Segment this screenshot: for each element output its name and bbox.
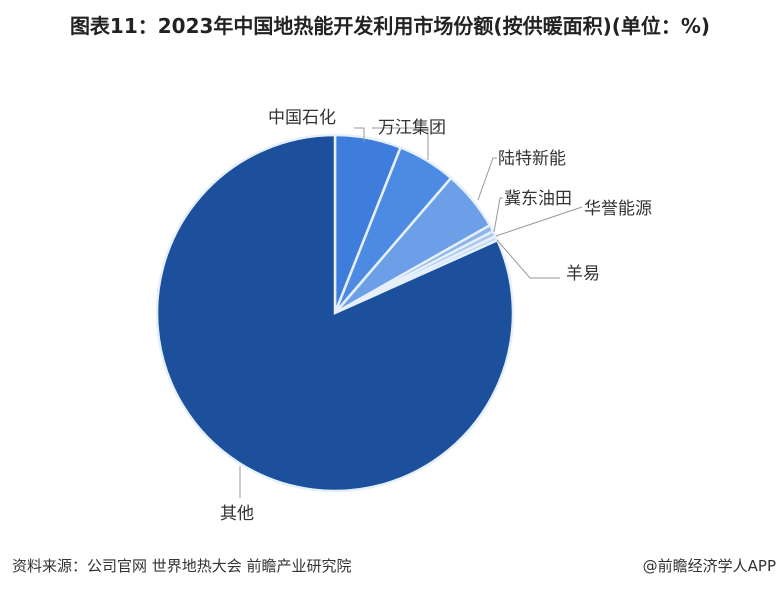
chart-title: 图表11：2023年中国地热能开发利用市场份额(按供暖面积)(单位：%) — [69, 14, 711, 38]
leader-line — [354, 127, 365, 142]
slice-label: 万江集团 — [378, 118, 446, 138]
pie-slice-其他 — [155, 133, 515, 493]
brand-credit: @前瞻经济学人APP — [642, 557, 776, 575]
leader-line — [372, 127, 429, 160]
slice-label: 其他 — [220, 504, 254, 524]
leader-line — [495, 206, 583, 237]
source-note: 资料来源：公司官网 世界地热大会 前瞻产业研究院 — [12, 557, 352, 575]
leader-line — [496, 239, 560, 279]
slice-label: 冀东油田 — [504, 189, 572, 209]
leader-line — [493, 197, 503, 233]
slice-label: 中国石化 — [268, 108, 336, 128]
leader-line — [477, 157, 497, 201]
slice-label: 陆特新能 — [498, 149, 566, 169]
slice-label: 华誉能源 — [584, 199, 652, 219]
slice-label: 羊易 — [566, 264, 600, 284]
